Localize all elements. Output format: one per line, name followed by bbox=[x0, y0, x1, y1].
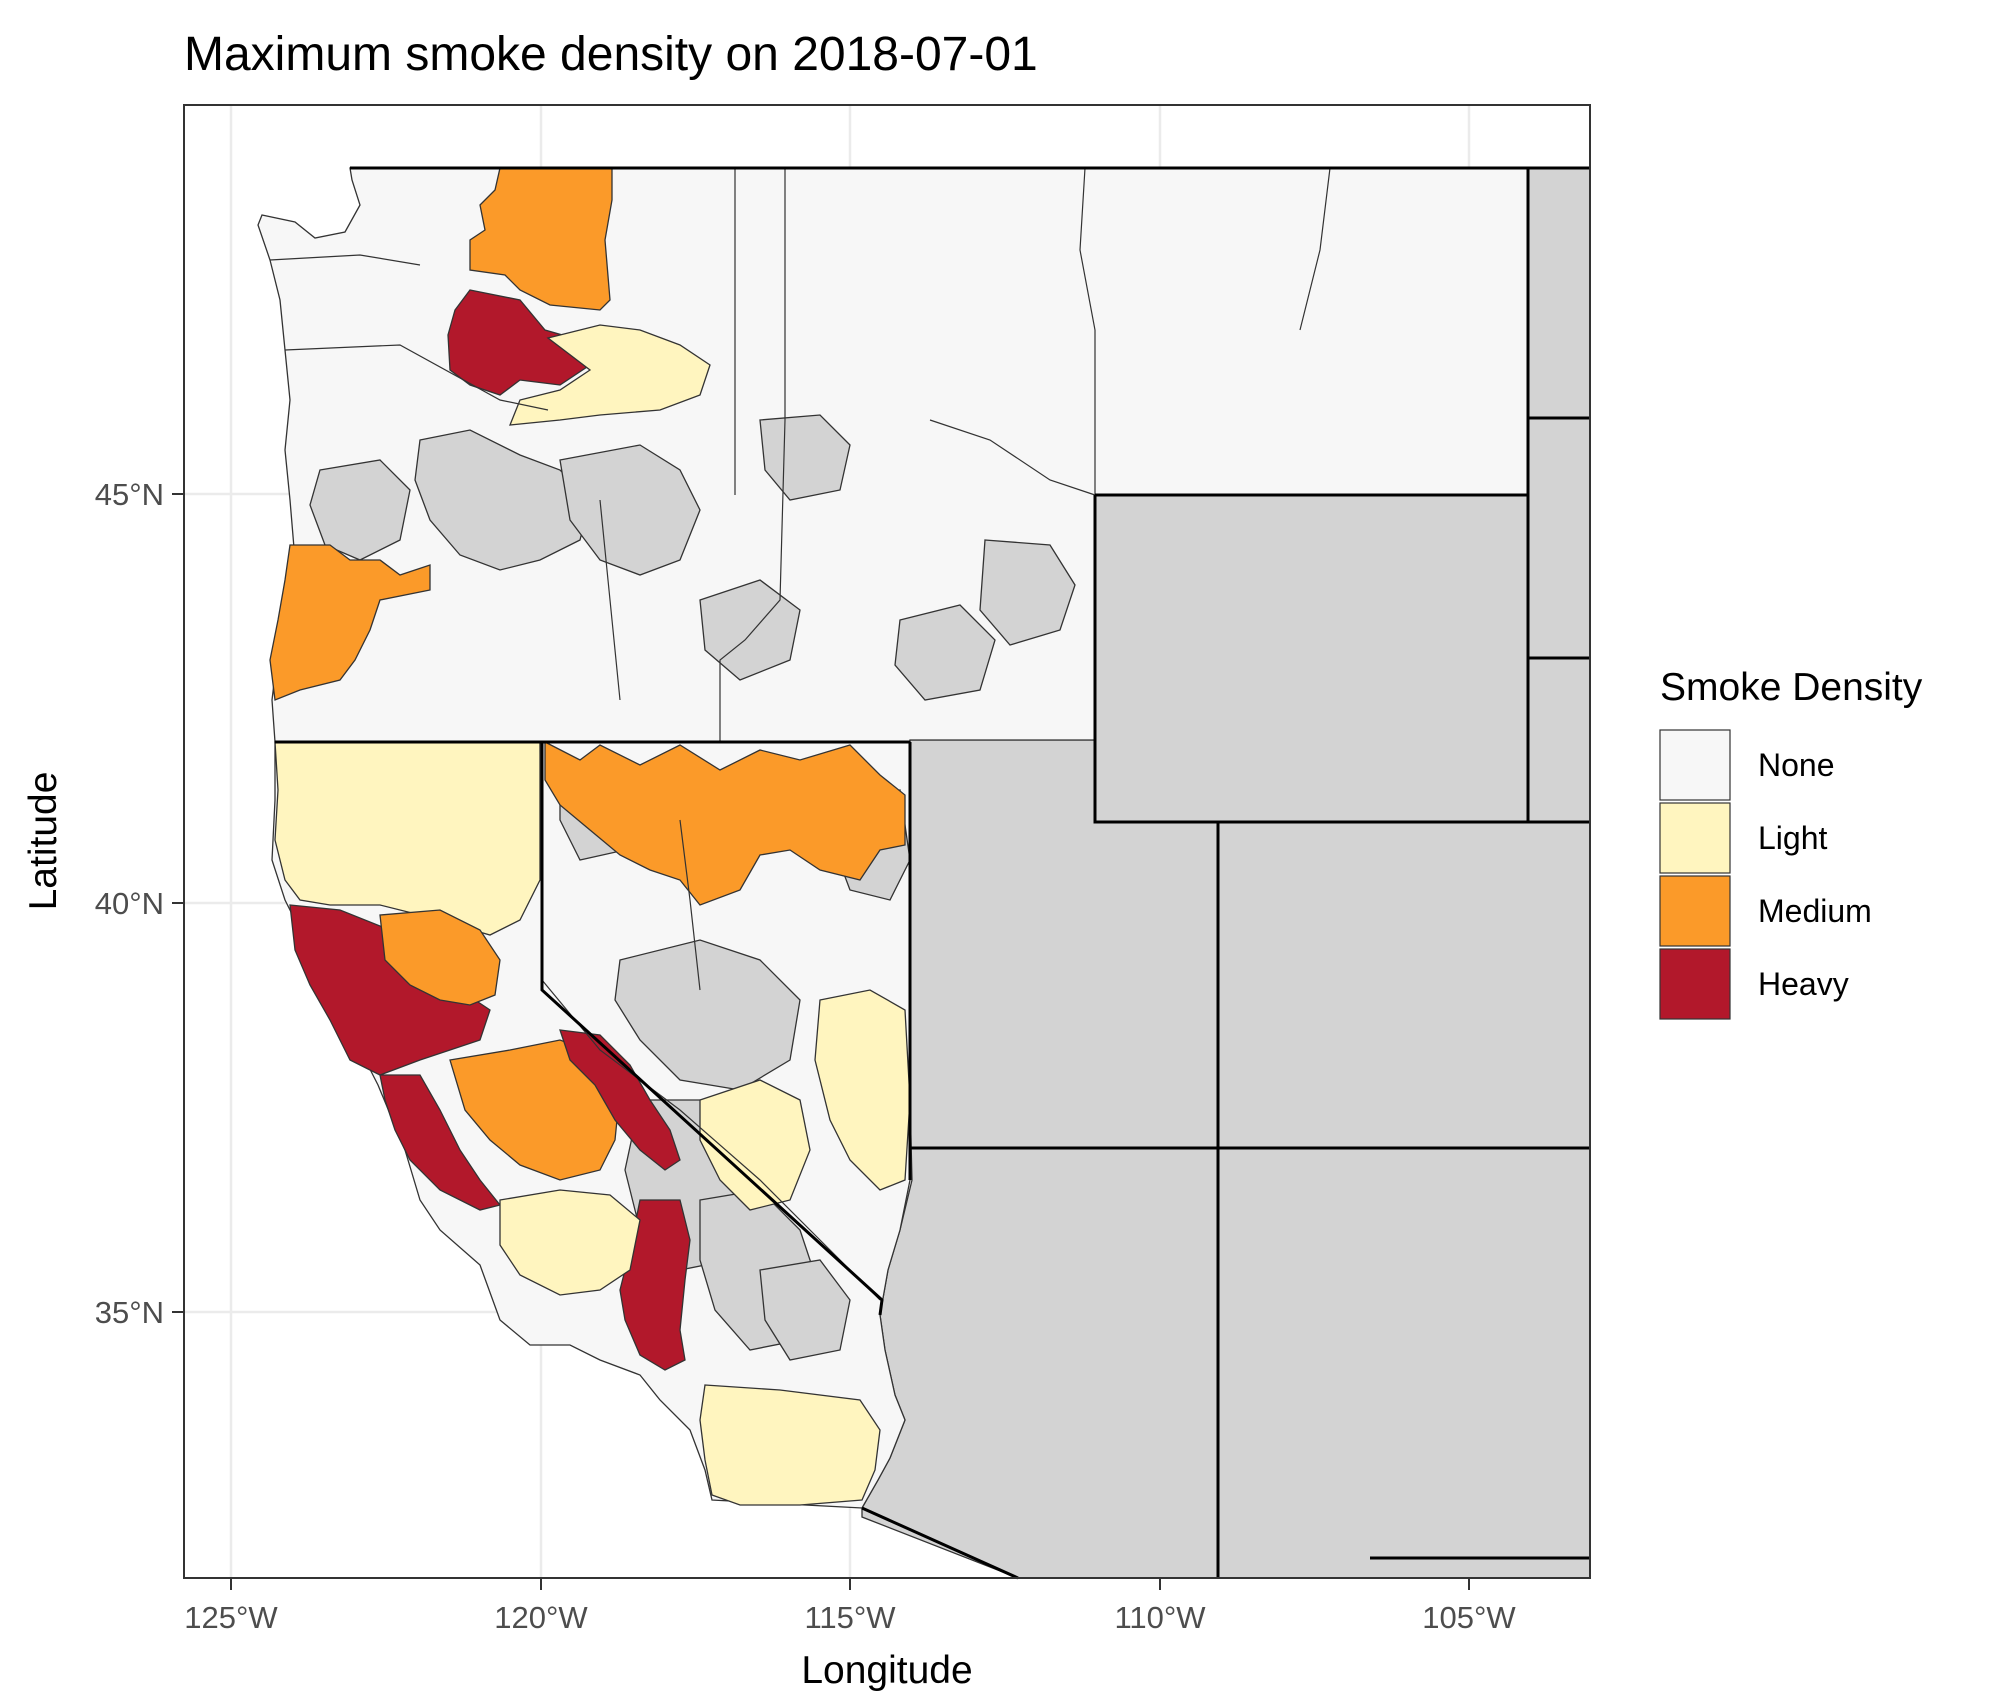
region-north-nevada-medium bbox=[544, 740, 906, 906]
region-norcal-light bbox=[274, 741, 541, 936]
legend-label-none: None bbox=[1758, 747, 1835, 783]
x-axis: 125°W 120°W 115°W 110°W 105°W Longitude bbox=[184, 1578, 1516, 1692]
x-tick-label: 125°W bbox=[184, 1600, 278, 1635]
region-central-ca-light bbox=[499, 1189, 641, 1296]
y-tick-label: 40°N bbox=[95, 886, 164, 921]
legend: Smoke Density None Light Medium Heavy bbox=[1659, 666, 1923, 1020]
region-se-washington-light bbox=[508, 324, 711, 426]
region-sc-washington-heavy bbox=[447, 289, 591, 396]
y-axis-title: Latitude bbox=[22, 772, 65, 911]
legend-label-heavy: Heavy bbox=[1758, 966, 1849, 1002]
x-axis-title: Longitude bbox=[801, 1649, 972, 1692]
northern-states-none bbox=[257, 167, 1529, 743]
map-layer bbox=[257, 166, 1591, 1580]
y-axis: 45°N 40°N 35°N Latitude bbox=[22, 477, 184, 1330]
region-south-nevada-light bbox=[699, 1079, 811, 1211]
region-sj-valley-medium bbox=[449, 1039, 621, 1181]
region-sw-oregon-medium bbox=[269, 544, 431, 701]
chart-title: Maximum smoke density on 2018-07-01 bbox=[184, 28, 1038, 81]
region-owens-valley-heavy bbox=[619, 1199, 691, 1371]
legend-key-none bbox=[1659, 729, 1731, 801]
region-east-nevada-light bbox=[814, 989, 911, 1191]
legend-key-heavy bbox=[1659, 948, 1731, 1020]
region-nc-washington-medium bbox=[469, 167, 613, 311]
legend-key-medium bbox=[1659, 875, 1731, 947]
legend-title: Smoke Density bbox=[1660, 666, 1923, 709]
legend-label-medium: Medium bbox=[1758, 893, 1872, 929]
x-tick-label: 110°W bbox=[1114, 1600, 1206, 1635]
region-sac-valley-medium bbox=[379, 909, 501, 1006]
x-tick-label: 115°W bbox=[804, 1600, 896, 1635]
x-tick-label: 105°W bbox=[1422, 1600, 1516, 1635]
region-eastern-sierra-heavy bbox=[559, 1029, 681, 1171]
county-boundaries bbox=[269, 167, 1331, 1301]
region-bay-area-heavy bbox=[379, 1074, 502, 1211]
state-boundaries bbox=[275, 166, 1590, 1580]
legend-key-light bbox=[1659, 802, 1731, 874]
y-tick-label: 45°N bbox=[95, 477, 164, 512]
legend-label-light: Light bbox=[1758, 820, 1828, 856]
y-tick-label: 35°N bbox=[95, 1295, 164, 1330]
x-tick-label: 120°W bbox=[494, 1600, 588, 1635]
region-san-diego-light bbox=[699, 1384, 881, 1506]
plot-panel-border bbox=[183, 104, 1591, 1579]
